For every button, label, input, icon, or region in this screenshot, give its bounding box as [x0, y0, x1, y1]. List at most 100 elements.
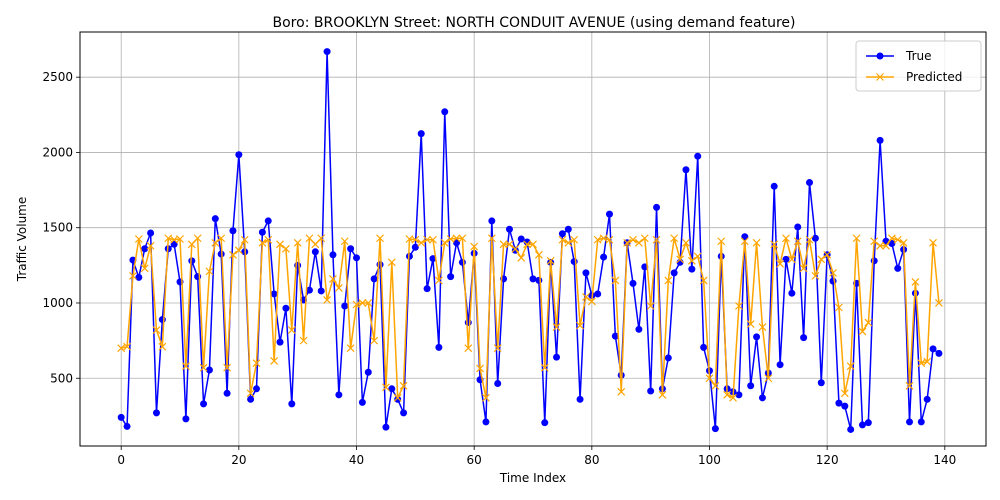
data-point-predicted: [564, 238, 573, 247]
data-point-true: [276, 338, 284, 346]
data-point-true: [358, 398, 366, 406]
data-point-true: [688, 265, 696, 273]
data-point-predicted: [246, 389, 255, 398]
data-point-true: [505, 225, 513, 233]
data-point-predicted: [240, 235, 249, 244]
data-point-predicted: [899, 238, 908, 247]
data-point-predicted: [152, 326, 161, 335]
data-point-predicted: [293, 238, 302, 247]
data-point-predicted: [505, 240, 514, 249]
data-point-predicted: [852, 234, 861, 243]
data-point-true: [353, 254, 361, 262]
data-point-true: [453, 239, 461, 247]
data-point-predicted: [793, 237, 802, 246]
data-point-true: [776, 361, 784, 369]
data-point-predicted: [582, 293, 590, 301]
data-point-predicted: [593, 235, 602, 244]
series-line-predicted: [120, 237, 940, 399]
legend: True Predicted: [855, 40, 982, 92]
data-point-true: [647, 387, 655, 395]
data-point-true: [858, 421, 866, 429]
data-point-predicted: [546, 256, 555, 265]
data-point-predicted: [840, 389, 849, 398]
data-point-predicted: [552, 323, 561, 331]
data-point-predicted: [876, 241, 885, 250]
data-point-predicted: [146, 241, 155, 250]
data-point-predicted: [723, 390, 732, 399]
data-point-true: [600, 253, 608, 261]
data-point-true: [388, 385, 396, 393]
x-tick-label: 140: [933, 453, 956, 467]
data-point-predicted: [887, 234, 896, 243]
data-point-predicted: [476, 364, 484, 373]
data-point-true: [294, 261, 302, 269]
data-point-predicted: [223, 363, 232, 372]
data-point-true: [282, 304, 290, 312]
y-tick-label: 2500: [42, 70, 73, 84]
data-point-predicted: [935, 299, 943, 307]
data-point-true: [347, 245, 355, 253]
data-point-true: [170, 240, 178, 248]
data-point-predicted: [429, 235, 437, 244]
data-point-predicted: [187, 240, 196, 249]
y-tick-label: 500: [50, 371, 73, 385]
data-point-predicted: [334, 284, 343, 292]
data-point-true: [611, 332, 619, 340]
data-point-true: [158, 316, 166, 324]
data-point-predicted: [370, 336, 379, 345]
data-point-predicted: [129, 271, 137, 280]
data-point-true: [835, 399, 843, 407]
data-point-predicted: [805, 235, 814, 244]
data-point-predicted: [264, 235, 273, 244]
data-point-predicted: [717, 237, 726, 246]
data-point-true: [847, 425, 855, 433]
data-point-true: [341, 302, 349, 310]
data-point-predicted: [511, 244, 520, 253]
data-point-predicted: [746, 320, 755, 328]
data-point-true: [664, 354, 672, 362]
data-point-true: [447, 273, 455, 281]
data-point-true: [135, 273, 143, 281]
data-point-true: [370, 275, 378, 283]
data-point-predicted: [605, 235, 614, 244]
data-point-true: [635, 325, 643, 333]
data-point-true: [529, 275, 537, 283]
data-point-predicted: [558, 235, 567, 244]
x-axis-label: Time Index: [499, 471, 566, 485]
data-point-true: [329, 251, 337, 259]
data-point-true: [758, 394, 766, 402]
data-point-true: [741, 233, 749, 241]
data-point-true: [117, 413, 125, 421]
data-point-predicted: [158, 342, 167, 351]
data-point-predicted: [617, 387, 626, 396]
data-point-true: [335, 391, 343, 399]
data-point-predicted: [458, 234, 467, 243]
data-point-true: [382, 423, 390, 431]
data-point-true: [488, 217, 496, 225]
data-point-true: [917, 418, 925, 426]
data-point-true: [747, 382, 755, 390]
series-predicted: [117, 234, 943, 402]
data-point-true: [205, 366, 213, 374]
data-point-true: [782, 255, 790, 263]
data-point-predicted: [734, 302, 743, 310]
data-point-true: [364, 368, 372, 376]
data-point-predicted: [629, 235, 637, 244]
data-point-true: [517, 235, 525, 243]
data-point-true: [564, 225, 572, 233]
data-point-predicted: [352, 300, 361, 309]
data-point-predicted: [540, 363, 549, 372]
data-point-predicted: [299, 336, 308, 345]
data-point-predicted: [687, 256, 696, 265]
axis-ticks: 0 20 40 60 80 100 120 140 500 1000 1500 2000 2500: [42, 70, 956, 467]
data-point-true: [605, 210, 613, 218]
data-point-true: [258, 228, 266, 236]
data-point-predicted: [587, 297, 596, 306]
data-point-true: [182, 415, 190, 423]
data-point-true: [223, 389, 231, 397]
data-point-predicted: [452, 234, 461, 243]
data-point-predicted: [611, 276, 620, 285]
data-point-true: [735, 391, 743, 399]
series-group: [117, 48, 943, 433]
data-point-true: [435, 343, 443, 351]
